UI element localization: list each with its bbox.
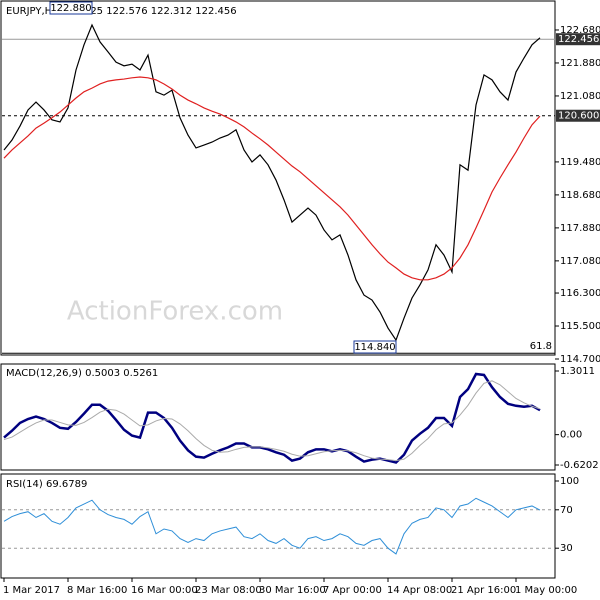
x-tick-label: 21 Apr 16:00 bbox=[451, 585, 516, 596]
y-tick-label: 121.880 bbox=[560, 58, 600, 69]
y-tick-label: 1.3011 bbox=[560, 366, 595, 377]
level-label: 122.456 bbox=[558, 34, 599, 45]
y-tick-label: 117.080 bbox=[560, 256, 600, 267]
series-line bbox=[3, 372, 541, 464]
extreme-label: 114.840 bbox=[354, 342, 395, 353]
watermark: ActionForex.com bbox=[67, 297, 283, 327]
panel-title: RSI(14) 69.6789 bbox=[6, 479, 87, 490]
y-tick-label: 100 bbox=[560, 476, 579, 487]
x-tick-label: 1 Mar 2017 bbox=[3, 585, 60, 596]
y-tick-label: -0.6202 bbox=[560, 460, 599, 471]
y-tick-label: 119.480 bbox=[560, 157, 600, 168]
series-line bbox=[3, 380, 541, 462]
level-box bbox=[556, 33, 600, 46]
level-label: 120.600 bbox=[558, 111, 599, 122]
panel-frame bbox=[0, 0, 556, 356]
x-tick-label: 7 Apr 00:00 bbox=[323, 585, 382, 596]
y-tick-label: 115.500 bbox=[560, 321, 600, 332]
extreme-label: 122.880 bbox=[50, 3, 91, 14]
fib-label: 61.8 bbox=[530, 341, 552, 352]
y-tick-label: 117.880 bbox=[560, 223, 600, 234]
y-tick-label: 0.00 bbox=[560, 430, 582, 441]
panel-title: MACD(12,26,9) 0.5003 0.5261 bbox=[6, 368, 158, 379]
panel-title: EURJPY,H4 122.525 122.576 122.312 122.45… bbox=[6, 6, 237, 17]
x-tick-label: 16 Mar 00:00 bbox=[131, 585, 198, 596]
x-tick-label: 1 May 00:00 bbox=[515, 585, 577, 596]
series-line bbox=[3, 76, 541, 281]
series-line bbox=[3, 23, 541, 342]
y-tick-label: 121.080 bbox=[560, 91, 600, 102]
extreme-box bbox=[353, 340, 397, 354]
y-tick-label: 114.700 bbox=[560, 354, 600, 365]
y-tick-label: 118.680 bbox=[560, 190, 600, 201]
extreme-box bbox=[49, 1, 93, 15]
x-tick-label: 14 Apr 08:00 bbox=[387, 585, 452, 596]
x-tick-label: 30 Mar 16:00 bbox=[259, 585, 326, 596]
series-line bbox=[3, 497, 541, 555]
panel-frame bbox=[0, 363, 556, 471]
x-tick-label: 8 Mar 16:00 bbox=[67, 585, 127, 596]
y-tick-label: 116.300 bbox=[560, 288, 600, 299]
panel-frame bbox=[0, 473, 556, 579]
y-tick-label: 30 bbox=[560, 543, 573, 554]
x-tick-label: 23 Mar 08:00 bbox=[195, 585, 262, 596]
level-box bbox=[556, 109, 600, 122]
y-tick-label: 122.680 bbox=[560, 25, 600, 36]
y-tick-label: 70 bbox=[560, 505, 573, 516]
